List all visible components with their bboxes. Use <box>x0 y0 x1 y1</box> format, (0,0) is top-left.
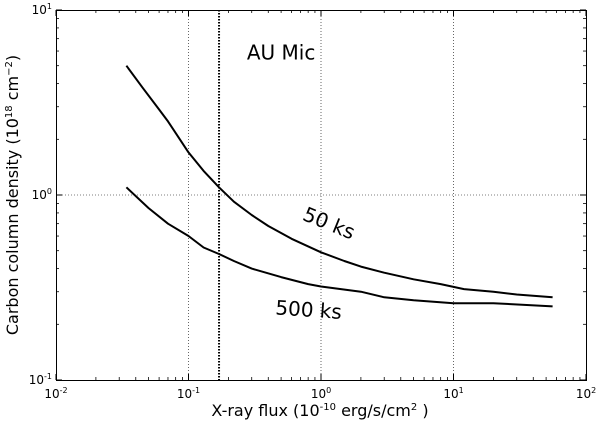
tick-layer <box>55 9 587 381</box>
x-axis-label: X-ray flux (10-10 erg/s/cm2 ) <box>211 401 428 420</box>
series-line-50ks <box>125 65 553 299</box>
series-layer <box>125 65 553 308</box>
y-axis-label: Carbon column density (1018 cm−2) <box>3 55 22 335</box>
annotation-500ks: 500 ks <box>275 295 343 324</box>
series-line-500ks <box>125 186 553 308</box>
annotation-au-mic: AU Mic <box>247 41 316 65</box>
grid <box>56 10 586 380</box>
